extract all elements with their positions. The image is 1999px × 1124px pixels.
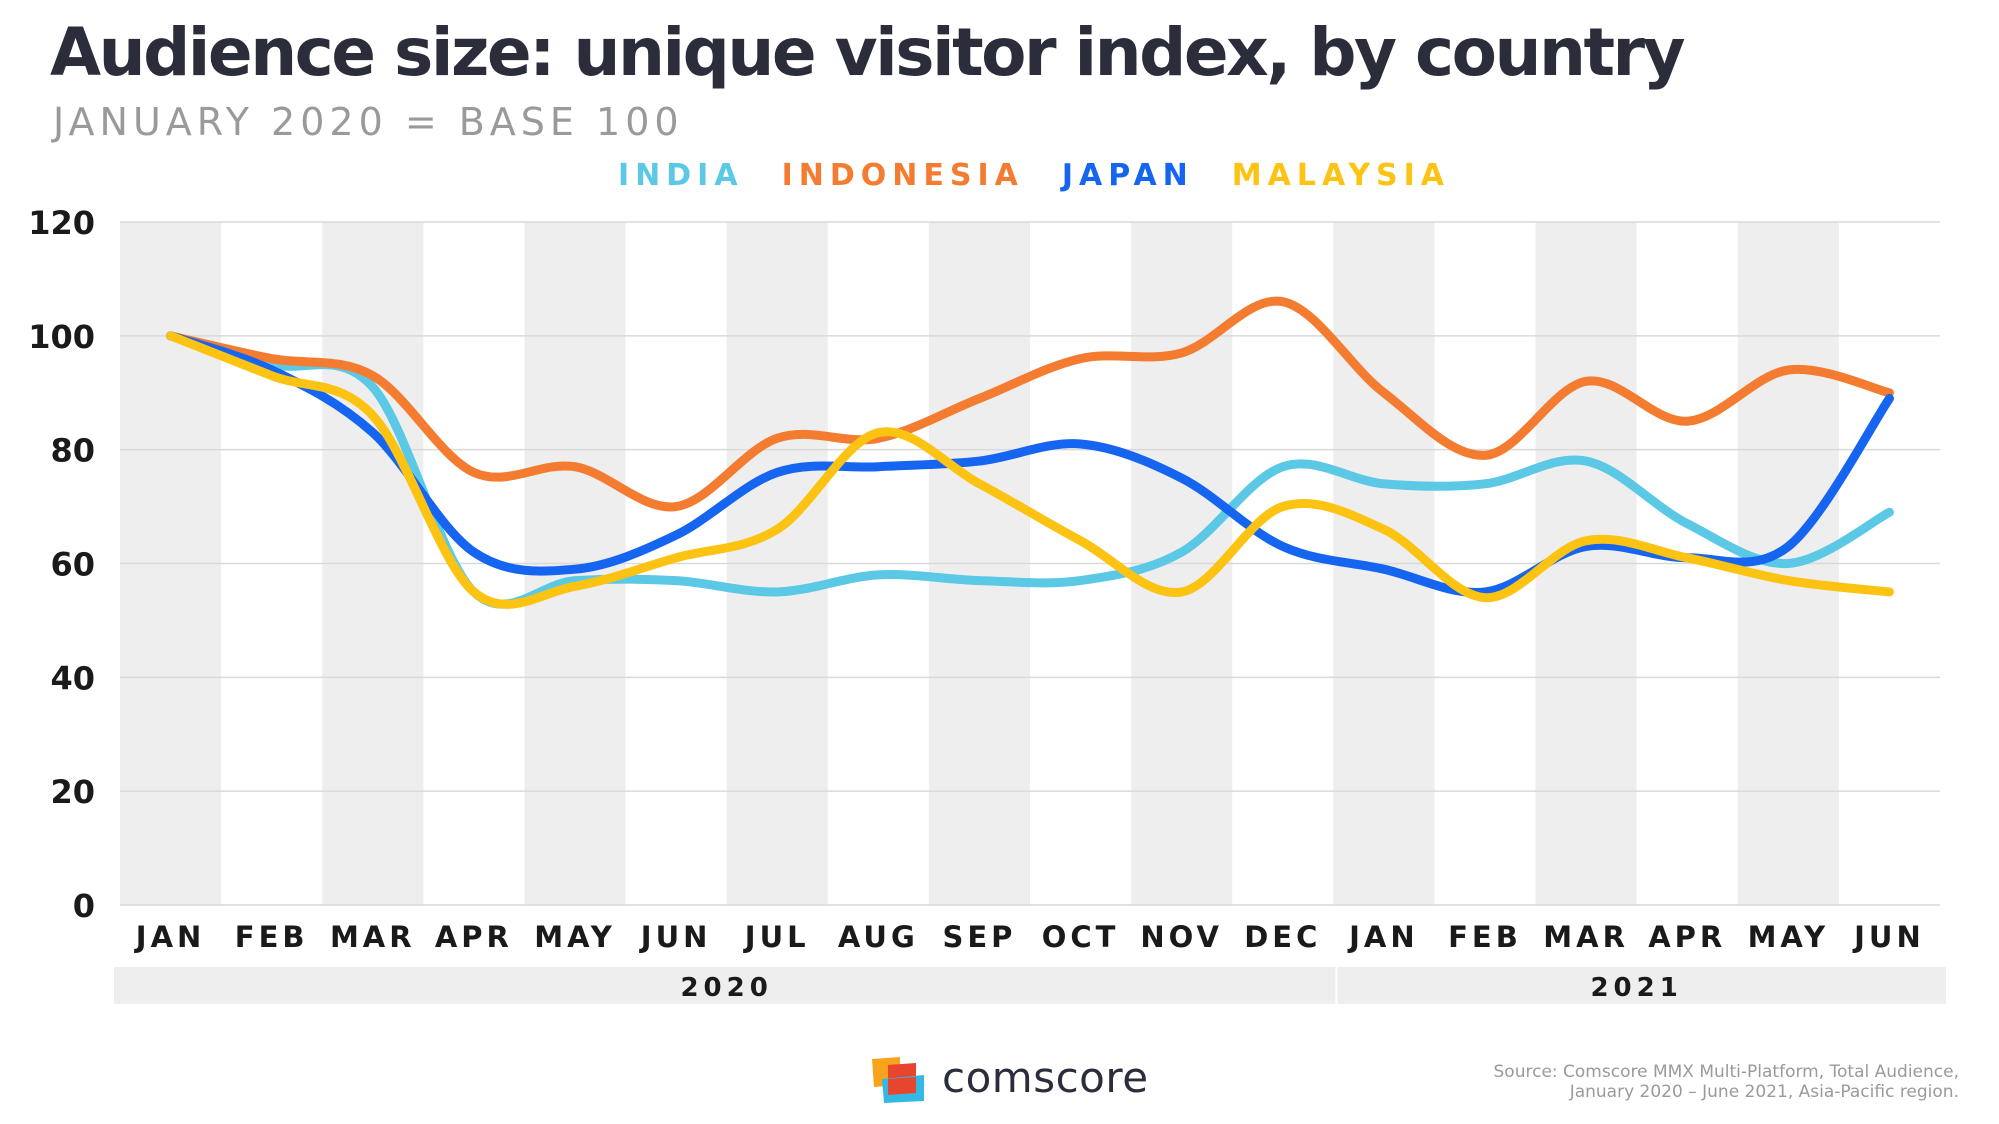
- y-tick-label: 80: [50, 432, 95, 470]
- comscore-logo-icon: [872, 1057, 924, 1103]
- source-note: Source: Comscore MMX Multi-Platform, Tot…: [1359, 1062, 1959, 1102]
- x-tick-label: JUN: [1852, 920, 1925, 954]
- comscore-wordmark: comscore: [942, 1053, 1149, 1102]
- year-group-labels: 2020 2021: [114, 967, 1946, 1004]
- source-line-2: January 2020 – June 2021, Asia-Pacific r…: [1569, 1082, 1959, 1102]
- y-tick-label: 40: [50, 659, 95, 697]
- x-tick-label: MAY: [1748, 920, 1830, 954]
- legend-item-japan: JAPAN: [1061, 158, 1194, 193]
- year-group-label: 2020: [680, 973, 772, 1003]
- y-tick-label: 120: [28, 204, 95, 242]
- year-group-label: 2021: [1590, 973, 1682, 1003]
- legend-item-india: INDIA: [618, 158, 744, 193]
- y-tick-label: 100: [28, 318, 95, 356]
- series-lines: [166, 296, 1894, 609]
- year-group-bar: [114, 967, 1336, 1004]
- y-axis-tick-labels: 0 20 40 60 80 100 120: [28, 204, 95, 925]
- x-tick-label: FEB: [235, 920, 309, 954]
- x-tick-label: OCT: [1042, 920, 1120, 954]
- legend-item-indonesia: INDONESIA: [781, 158, 1024, 193]
- x-tick-label: JAN: [1347, 920, 1419, 954]
- y-tick-label: 0: [73, 887, 95, 925]
- x-axis-tick-labels: JAN FEB MAR APR MAY JUN JUL AUG SEP OCT NOV DEC JAN F…: [134, 920, 1925, 954]
- source-line-1: Source: Comscore MMX Multi-Platform, Tot…: [1493, 1062, 1959, 1082]
- chart-title: Audience size: unique visitor index, by …: [50, 14, 1686, 91]
- series-line-indonesia: [166, 296, 1894, 512]
- x-tick-label: SEP: [942, 920, 1016, 954]
- series-line-malaysia: [166, 331, 1894, 609]
- chart-subtitle: JANUARY 2020 = BASE 100: [53, 100, 684, 144]
- x-tick-label: JUL: [743, 920, 810, 954]
- x-tick-label: APR: [435, 920, 513, 954]
- comscore-logo: comscore: [870, 1053, 1190, 1105]
- legend-item-malaysia: MALAYSIA: [1231, 158, 1451, 193]
- x-tick-label: MAR: [1543, 920, 1629, 954]
- year-group-bar: [1337, 967, 1946, 1004]
- legend: INDIA INDONESIA JAPAN MALAYSIA: [618, 158, 1488, 198]
- x-tick-label: JUN: [639, 920, 712, 954]
- x-tick-label: MAR: [330, 920, 416, 954]
- x-tick-label: APR: [1648, 920, 1726, 954]
- series-line-japan: [166, 331, 1894, 597]
- x-tick-label: FEB: [1448, 920, 1522, 954]
- x-tick-label: MAY: [534, 920, 616, 954]
- x-tick-label: AUG: [838, 920, 919, 954]
- y-tick-label: 20: [50, 773, 95, 811]
- x-tick-label: NOV: [1140, 920, 1223, 954]
- y-tick-label: 60: [50, 546, 95, 584]
- x-tick-label: JAN: [134, 920, 206, 954]
- x-tick-label: DEC: [1244, 920, 1321, 954]
